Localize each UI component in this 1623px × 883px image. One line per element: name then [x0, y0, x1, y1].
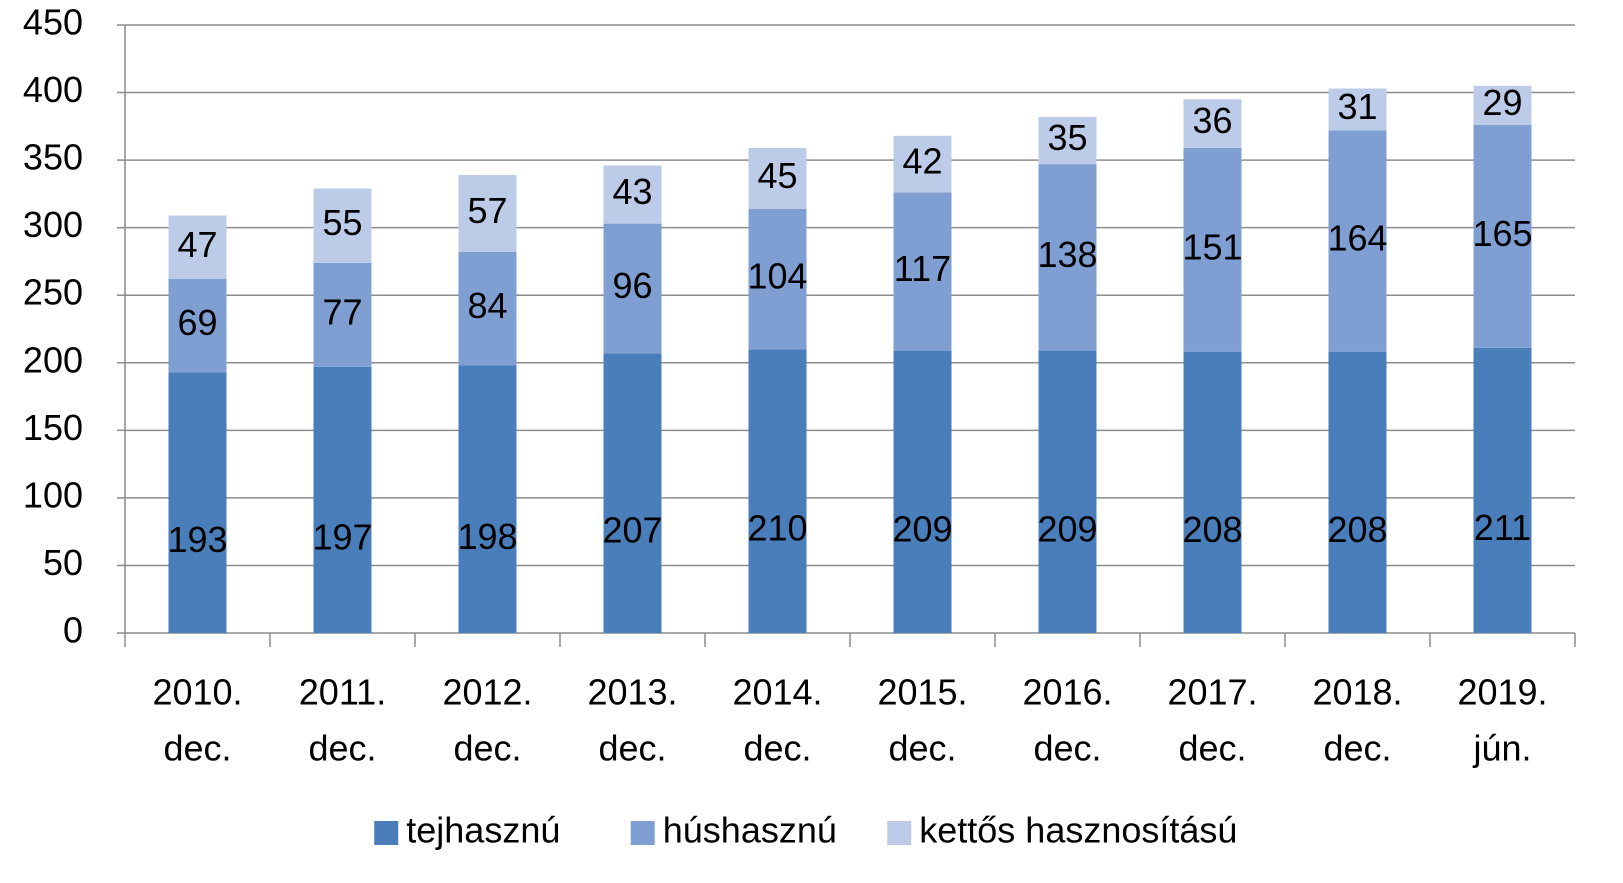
y-tick-label: 250 — [23, 272, 83, 313]
y-tick-label: 300 — [23, 204, 83, 245]
y-tick-label: 450 — [23, 2, 83, 43]
bar-segment — [458, 174, 517, 252]
data-label: 210 — [747, 508, 807, 549]
bar-segment — [168, 279, 227, 373]
bar-segment — [313, 188, 372, 263]
bar-segment — [1473, 347, 1532, 633]
data-label: 209 — [1037, 508, 1097, 549]
data-label: 197 — [312, 516, 372, 557]
bar-segment — [458, 365, 517, 633]
data-label: 208 — [1182, 509, 1242, 550]
bar-segment — [1183, 147, 1242, 352]
bar-segment — [1473, 124, 1532, 348]
y-tick-label: 150 — [23, 407, 83, 448]
data-label: 43 — [612, 171, 652, 212]
y-tick-label: 100 — [23, 474, 83, 515]
x-tick-label: dec. — [163, 728, 231, 769]
y-tick-label: 350 — [23, 137, 83, 178]
data-label: 193 — [167, 519, 227, 560]
bar-segment — [893, 192, 952, 351]
bar-segment — [1183, 351, 1242, 633]
x-tick-label: 2019. — [1457, 672, 1547, 713]
bar-segment — [168, 372, 227, 633]
data-label: 207 — [602, 510, 662, 551]
data-label: 55 — [322, 202, 362, 243]
data-label: 35 — [1047, 117, 1087, 158]
x-tick-label: 2016. — [1022, 672, 1112, 713]
legend-label: húshasznú — [663, 810, 837, 851]
data-label: 208 — [1327, 509, 1387, 550]
x-tick-label: dec. — [1323, 728, 1391, 769]
data-label: 84 — [467, 285, 507, 326]
data-label: 198 — [457, 516, 517, 557]
data-label: 36 — [1192, 100, 1232, 141]
x-tick-label: dec. — [888, 728, 956, 769]
data-label: 138 — [1037, 234, 1097, 275]
x-tick-label: dec. — [598, 728, 666, 769]
bar-segment — [1038, 116, 1097, 165]
x-tick-label: dec. — [1033, 728, 1101, 769]
data-label: 77 — [322, 291, 362, 332]
data-label: 69 — [177, 302, 217, 343]
data-label: 96 — [612, 265, 652, 306]
x-tick-label: dec. — [308, 728, 376, 769]
bar-segment — [313, 366, 372, 633]
bar-segment — [1473, 85, 1532, 125]
x-tick-label: 2017. — [1167, 672, 1257, 713]
data-label: 47 — [177, 224, 217, 265]
x-tick-label: 2012. — [442, 672, 532, 713]
legend-label: kettős hasznosítású — [919, 810, 1237, 851]
data-label: 117 — [894, 248, 951, 289]
bar-segment — [748, 208, 807, 350]
bar-segment — [893, 350, 952, 633]
data-label: 151 — [1182, 226, 1242, 267]
y-tick-label: 50 — [43, 542, 83, 583]
data-label: 42 — [902, 141, 942, 182]
legend-label: tejhasznú — [406, 810, 560, 851]
bar-segment — [1328, 88, 1387, 131]
bar-segment — [603, 353, 662, 633]
bar-segment — [458, 251, 517, 366]
x-tick-label: 2013. — [587, 672, 677, 713]
data-label: 209 — [892, 508, 952, 549]
bar-segment — [1183, 99, 1242, 148]
data-label: 57 — [467, 190, 507, 231]
data-label: 45 — [757, 155, 797, 196]
data-label: 29 — [1482, 82, 1522, 123]
data-label: 104 — [747, 256, 807, 297]
x-tick-label: 2010. — [152, 672, 242, 713]
bar-segment — [893, 135, 952, 193]
bar-segment — [1328, 351, 1387, 633]
x-tick-label: 2014. — [732, 672, 822, 713]
x-tick-label: jún. — [1472, 728, 1531, 769]
bar-segment — [748, 349, 807, 633]
data-label: 164 — [1327, 218, 1387, 259]
bar-segment — [603, 223, 662, 354]
y-tick-label: 200 — [23, 339, 83, 380]
x-tick-label: 2015. — [877, 672, 967, 713]
x-tick-label: dec. — [743, 728, 811, 769]
x-tick-label: 2018. — [1312, 672, 1402, 713]
x-tick-label: 2011. — [299, 672, 386, 713]
bar-segment — [1328, 130, 1387, 352]
x-tick-label: dec. — [1178, 728, 1246, 769]
legend-swatch — [374, 821, 399, 845]
data-label: 31 — [1337, 86, 1377, 127]
bar-segment — [603, 165, 662, 224]
bar-segment — [748, 147, 807, 209]
data-label: 165 — [1472, 213, 1532, 254]
bar-segment — [168, 215, 227, 280]
data-label: 211 — [1474, 507, 1531, 548]
legend-swatch — [630, 821, 655, 845]
bar-segment — [1038, 350, 1097, 633]
bar-segment — [1038, 164, 1097, 351]
bar-segment — [313, 262, 372, 367]
y-tick-label: 400 — [23, 69, 83, 110]
x-tick-label: dec. — [453, 728, 521, 769]
y-tick-label: 0 — [63, 610, 83, 651]
legend-swatch — [887, 821, 912, 845]
